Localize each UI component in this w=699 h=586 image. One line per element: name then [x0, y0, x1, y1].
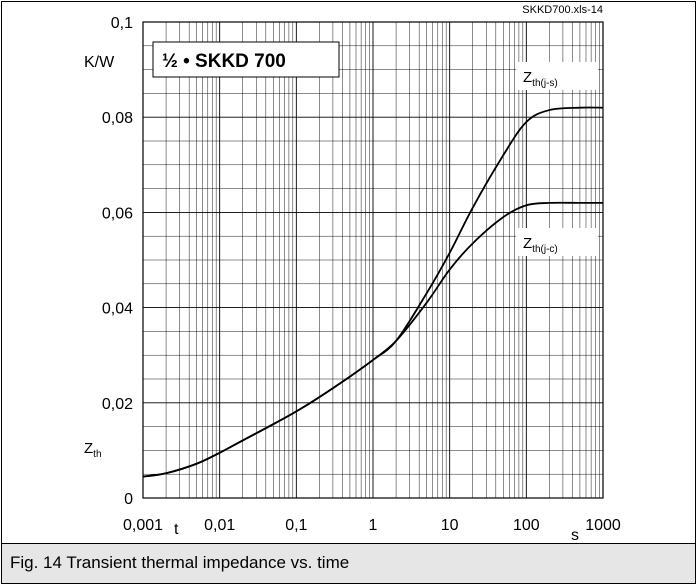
series-label-zth-js-sub: th(j-s) [532, 78, 558, 89]
chart-title: ½ • SKKD 700 [162, 51, 286, 72]
series-label-zth-jc-sub: th(j-c) [532, 244, 558, 255]
y-unit-label: K/W [84, 54, 115, 71]
x-axis-label: t [174, 521, 179, 538]
title-box [152, 41, 340, 78]
figure-caption: Fig. 14 Transient thermal impedance vs. … [10, 553, 350, 572]
y-tick-label: 0,02 [102, 396, 133, 413]
curves [142, 106, 604, 478]
x-tick-label: 1000 [585, 517, 621, 534]
x-tick-label: 1 [369, 517, 378, 534]
series-label-zth-jc-main: Z [523, 235, 532, 252]
series-label-zth-js-main: Z [523, 69, 532, 86]
x-tick-label: 100 [513, 517, 540, 534]
tick-labels: 0,001 0,01 0,1 1 10 100 1000 0 0,02 0,04 0,06 0,08 0… [102, 15, 621, 534]
y-tick-label: 0,1 [111, 15, 133, 32]
y-tick-label: 0,08 [102, 110, 133, 127]
y-axis-label-sub: th [93, 449, 101, 460]
x-unit-label: s [571, 527, 579, 543]
y-tick-label: 0,06 [102, 205, 133, 222]
x-tick-label: 0,001 [123, 517, 163, 534]
y-axis-label: Zth [84, 440, 102, 460]
series-label-zth-js: Zth(j-s) [523, 69, 558, 89]
y-axis-label-main: Z [84, 440, 93, 457]
x-tick-label: 0,01 [204, 517, 235, 534]
series-label-box-jc [516, 228, 598, 256]
caption-bar: Fig. 14 Transient thermal impedance vs. … [1, 543, 696, 584]
file-label: SKKD700.xls-14 [522, 4, 603, 16]
series-label-box-js [516, 62, 598, 90]
x-tick-label: 10 [441, 517, 459, 534]
x-tick-label: 0,1 [285, 517, 307, 534]
y-tick-label: 0,04 [102, 301, 133, 318]
plot-border [142, 21, 604, 499]
zth-chart: ½ • SKKD 700 SKKD700.xls-14 K/W Zth t s … [84, 4, 621, 543]
series-label-zth-jc: Zth(j-c) [523, 235, 558, 255]
series-zth-jc-line [142, 201, 603, 478]
y-tick-label: 0 [124, 491, 133, 508]
grid [142, 22, 603, 498]
